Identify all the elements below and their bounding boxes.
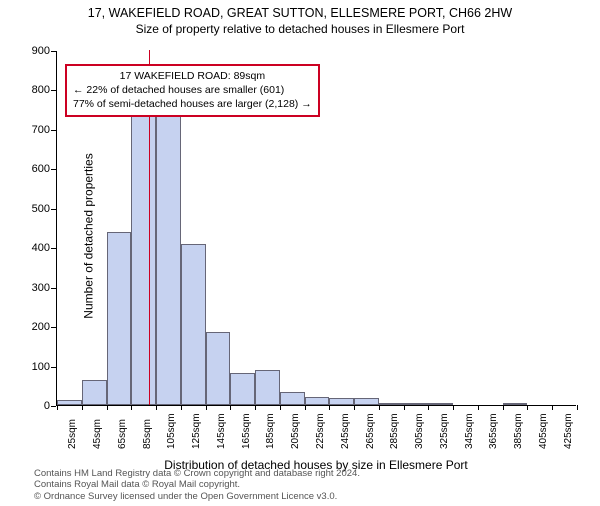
x-tick-label: 345sqm [464, 413, 475, 449]
x-tick-mark [527, 405, 528, 410]
x-tick-mark [453, 405, 454, 410]
x-tick-mark [329, 405, 330, 410]
histogram-bar [206, 332, 231, 405]
x-tick-mark [131, 405, 132, 410]
histogram-bar [255, 370, 280, 406]
x-tick-mark [478, 405, 479, 410]
x-tick-mark [552, 405, 553, 410]
y-tick-label: 600 [18, 163, 50, 175]
x-tick-label: 25sqm [67, 419, 78, 449]
x-tick-mark [57, 405, 58, 410]
x-tick-mark [82, 405, 83, 410]
histogram-bar [305, 397, 330, 405]
histogram-bar [379, 403, 404, 405]
y-tick-label: 100 [18, 361, 50, 373]
x-tick-label: 405sqm [538, 413, 549, 449]
histogram-bar [354, 398, 379, 405]
x-tick-label: 65sqm [117, 419, 128, 449]
x-tick-label: 285sqm [389, 413, 400, 449]
x-tick-label: 325sqm [439, 413, 450, 449]
y-axis: 0100200300400500600700800900 [18, 51, 56, 406]
y-tick-label: 900 [18, 45, 50, 57]
x-tick-label: 205sqm [290, 413, 301, 449]
histogram-bar [428, 403, 453, 405]
x-tick-label: 165sqm [241, 413, 252, 449]
histogram-bar [280, 392, 305, 405]
info-box: 17 WAKEFIELD ROAD: 89sqm← 22% of detache… [65, 64, 320, 117]
credit-text: Contains HM Land Registry data © Crown c… [34, 468, 360, 502]
x-tick-label: 125sqm [191, 413, 202, 449]
histogram-bar [230, 373, 255, 405]
x-tick-label: 105sqm [166, 413, 177, 449]
chart-title-main: 17, WAKEFIELD ROAD, GREAT SUTTON, ELLESM… [0, 6, 600, 20]
credit-line-2: Contains Royal Mail data © Royal Mail co… [34, 479, 360, 490]
x-tick-label: 385sqm [513, 413, 524, 449]
histogram-bar [131, 90, 156, 405]
y-tick-label: 700 [18, 124, 50, 136]
x-tick-mark [404, 405, 405, 410]
credit-line-3: © Ordnance Survey licensed under the Ope… [34, 491, 360, 502]
info-box-line: 17 WAKEFIELD ROAD: 89sqm [73, 69, 312, 83]
y-tick-label: 300 [18, 282, 50, 294]
x-tick-mark [577, 405, 578, 410]
y-tick-label: 400 [18, 242, 50, 254]
chart-title-sub: Size of property relative to detached ho… [0, 22, 600, 36]
y-tick-label: 0 [18, 400, 50, 412]
info-box-line: ← 22% of detached houses are smaller (60… [73, 83, 312, 97]
x-tick-mark [379, 405, 380, 410]
histogram-bar [503, 403, 528, 405]
histogram-bar [404, 403, 429, 405]
y-tick-label: 800 [18, 84, 50, 96]
x-tick-label: 425sqm [563, 413, 574, 449]
x-tick-mark [503, 405, 504, 410]
histogram-bar [156, 110, 181, 405]
histogram-bar [181, 244, 206, 405]
x-tick-mark [280, 405, 281, 410]
x-tick-mark [107, 405, 108, 410]
histogram-bar [329, 398, 354, 405]
x-tick-label: 225sqm [315, 413, 326, 449]
credit-line-1: Contains HM Land Registry data © Crown c… [34, 468, 360, 479]
x-tick-label: 245sqm [340, 413, 351, 449]
y-tick-mark [51, 406, 56, 407]
x-tick-mark [206, 405, 207, 410]
histogram-bar [82, 380, 107, 405]
x-tick-label: 185sqm [265, 413, 276, 449]
x-tick-label: 145sqm [216, 413, 227, 449]
x-tick-mark [354, 405, 355, 410]
x-tick-label: 85sqm [142, 419, 153, 449]
x-tick-mark [156, 405, 157, 410]
histogram-bar [57, 400, 82, 405]
x-tick-mark [255, 405, 256, 410]
y-tick-label: 500 [18, 203, 50, 215]
x-tick-label: 305sqm [414, 413, 425, 449]
x-tick-mark [305, 405, 306, 410]
x-tick-mark [428, 405, 429, 410]
x-tick-mark [230, 405, 231, 410]
y-tick-label: 200 [18, 321, 50, 333]
histogram-bar [107, 232, 132, 405]
x-tick-label: 265sqm [365, 413, 376, 449]
x-tick-label: 365sqm [488, 413, 499, 449]
x-tick-label: 45sqm [92, 419, 103, 449]
x-tick-mark [181, 405, 182, 410]
info-box-line: 77% of semi-detached houses are larger (… [73, 97, 312, 111]
